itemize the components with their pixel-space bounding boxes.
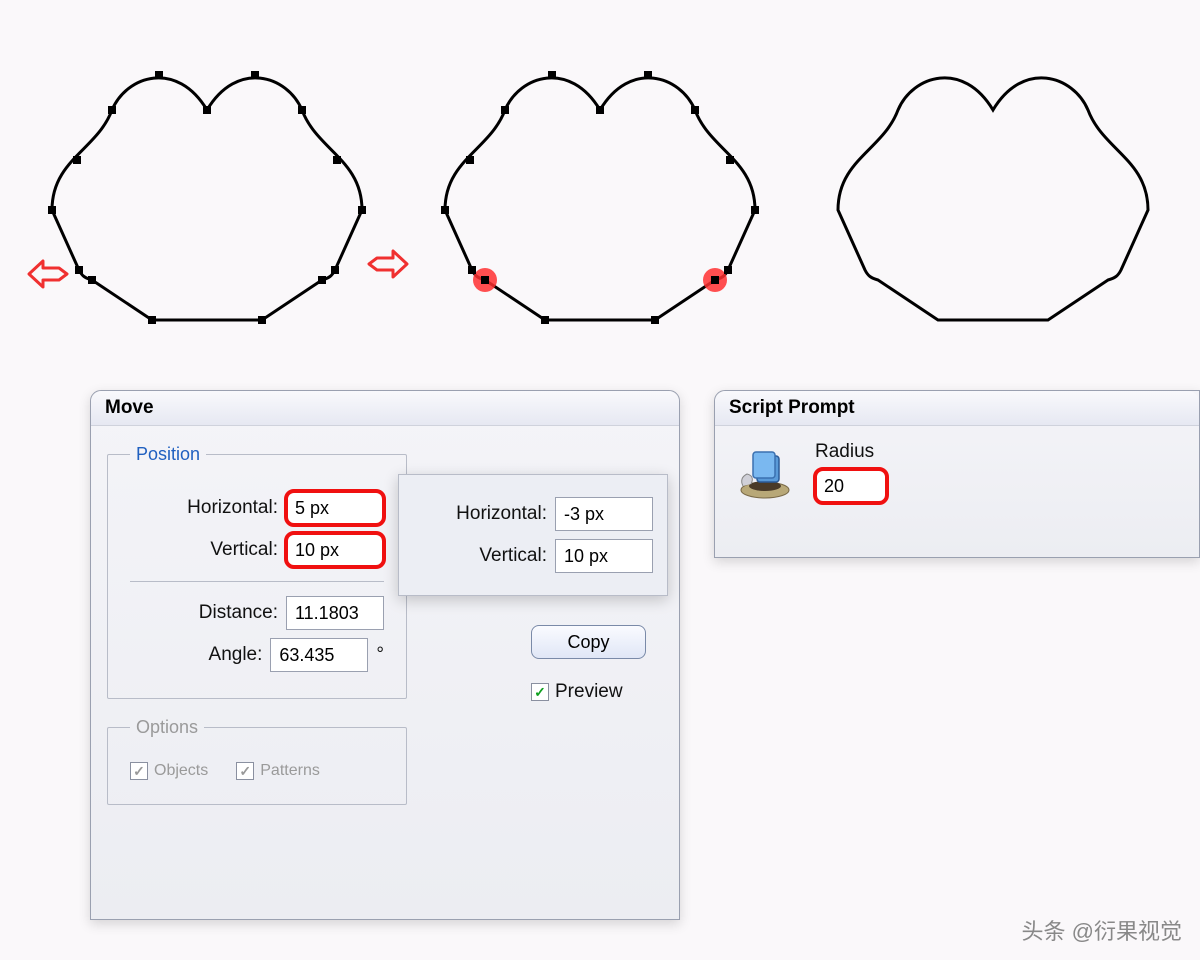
options-legend: Options [130, 717, 204, 738]
horizontal-label: Horizontal: [187, 497, 278, 519]
shape-2 [410, 20, 790, 360]
objects-checkbox[interactable]: ✓ [130, 762, 148, 780]
angle-label: Angle: [209, 644, 263, 666]
popup-vertical-input[interactable] [555, 539, 653, 573]
patterns-checkbox[interactable]: ✓ [236, 762, 254, 780]
patterns-label: Patterns [260, 762, 320, 780]
arrow-right-icon [25, 255, 69, 293]
script-prompt-dialog: Script Prompt Radius [714, 390, 1200, 558]
radius-label: Radius [815, 441, 1181, 463]
shapes-row [0, 0, 1200, 360]
shape-3-svg [803, 20, 1183, 360]
move-dialog-title: Move [91, 391, 679, 426]
shape-3 [803, 20, 1183, 360]
preview-checkbox[interactable]: ✓ [531, 683, 549, 701]
distance-label: Distance: [199, 602, 278, 624]
preview-checkbox-row: ✓ Preview [531, 681, 661, 703]
position-legend: Position [130, 444, 206, 465]
position-fieldset: Position Horizontal: Vertical: Distance:… [107, 444, 407, 699]
vertical-label: Vertical: [210, 539, 278, 561]
distance-input[interactable] [286, 596, 384, 630]
script-prompt-title: Script Prompt [715, 391, 1199, 426]
popup-panel: Horizontal: Vertical: [398, 474, 668, 596]
patterns-checkbox-row: ✓ Patterns [236, 762, 320, 780]
move-dialog: Move Position Horizontal: Vertical: Dist… [90, 390, 680, 920]
vertical-input[interactable] [286, 533, 384, 567]
copy-button[interactable]: Copy [531, 625, 646, 659]
script-icon [733, 440, 797, 504]
popup-vertical-label: Vertical: [479, 545, 547, 567]
objects-label: Objects [154, 762, 208, 780]
popup-horizontal-input[interactable] [555, 497, 653, 531]
shape-1-svg [17, 20, 397, 360]
angle-unit: ° [376, 644, 384, 666]
divider [130, 581, 384, 582]
shape-2-svg [410, 20, 790, 360]
options-fieldset: Options ✓ Objects ✓ Patterns [107, 717, 407, 805]
arrow-left-icon [367, 245, 411, 283]
popup-horizontal-label: Horizontal: [456, 503, 547, 525]
objects-checkbox-row: ✓ Objects [130, 762, 208, 780]
preview-label: Preview [555, 681, 623, 703]
angle-input[interactable] [270, 638, 368, 672]
horizontal-input[interactable] [286, 491, 384, 525]
shape-1 [17, 20, 397, 360]
radius-input[interactable] [815, 469, 887, 503]
watermark: 头条 @衍果视觉 [1022, 914, 1182, 946]
